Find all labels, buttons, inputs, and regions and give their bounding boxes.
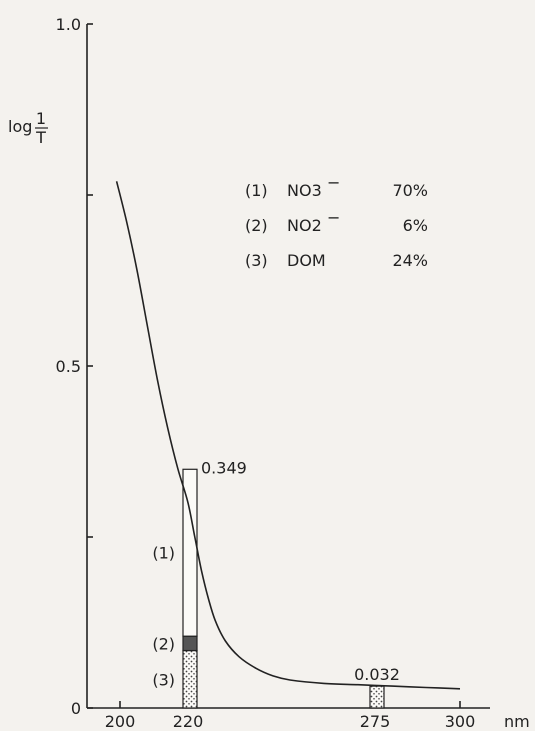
bar-segment (182, 635, 198, 652)
legend-charge: − (327, 173, 340, 192)
x-unit-label: nm (504, 712, 530, 731)
x-tick-label: 200 (105, 712, 136, 731)
y-tick-label: 0 (71, 699, 81, 718)
x-tick-label: 300 (445, 712, 476, 731)
x-tick-label: 275 (360, 712, 391, 731)
legend-item: (1) NO3 − 70% (245, 173, 428, 200)
stacked-bars: (3) (2) (1) 0.349 0.032 (152, 458, 400, 709)
legend-species: NO2 (287, 216, 322, 235)
legend-charge: − (327, 208, 340, 227)
bar-segment-marker: (2) (152, 634, 175, 653)
legend-percent: 6% (403, 216, 428, 235)
y-ticks: 0 0.5 1.0 (56, 15, 93, 718)
legend: (1) NO3 − 70% (2) NO2 − 6% (3) DOM 24% (245, 173, 428, 270)
legend-species: DOM (287, 251, 326, 270)
legend-marker: (3) (245, 251, 268, 270)
y-tick-label: 0.5 (56, 357, 81, 376)
legend-species: NO3 (287, 181, 322, 200)
bar-segment (182, 468, 198, 637)
legend-percent: 70% (392, 181, 428, 200)
y-label-numerator: 1 (36, 109, 46, 128)
bar-segment-marker: (3) (152, 670, 175, 689)
bar-value-label: 0.032 (354, 665, 400, 684)
bar-value-label: 0.349 (201, 458, 247, 477)
bar-segment (182, 649, 198, 709)
legend-item: (3) DOM 24% (245, 251, 428, 270)
y-label-log: log (8, 117, 32, 136)
y-label-denominator: T (35, 128, 46, 147)
bar-segment-marker: (1) (152, 544, 175, 563)
y-axis-label: log 1 T (8, 109, 48, 147)
x-tick-label: 220 (173, 712, 204, 731)
legend-marker: (1) (245, 181, 268, 200)
legend-item: (2) NO2 − 6% (245, 208, 428, 235)
x-ticks: 200 220 275 300 (105, 701, 476, 731)
legend-percent: 24% (392, 251, 428, 270)
legend-marker: (2) (245, 216, 268, 235)
y-tick-label: 1.0 (56, 15, 81, 34)
absorbance-curve (115, 181, 461, 690)
bar-segment (369, 685, 385, 709)
